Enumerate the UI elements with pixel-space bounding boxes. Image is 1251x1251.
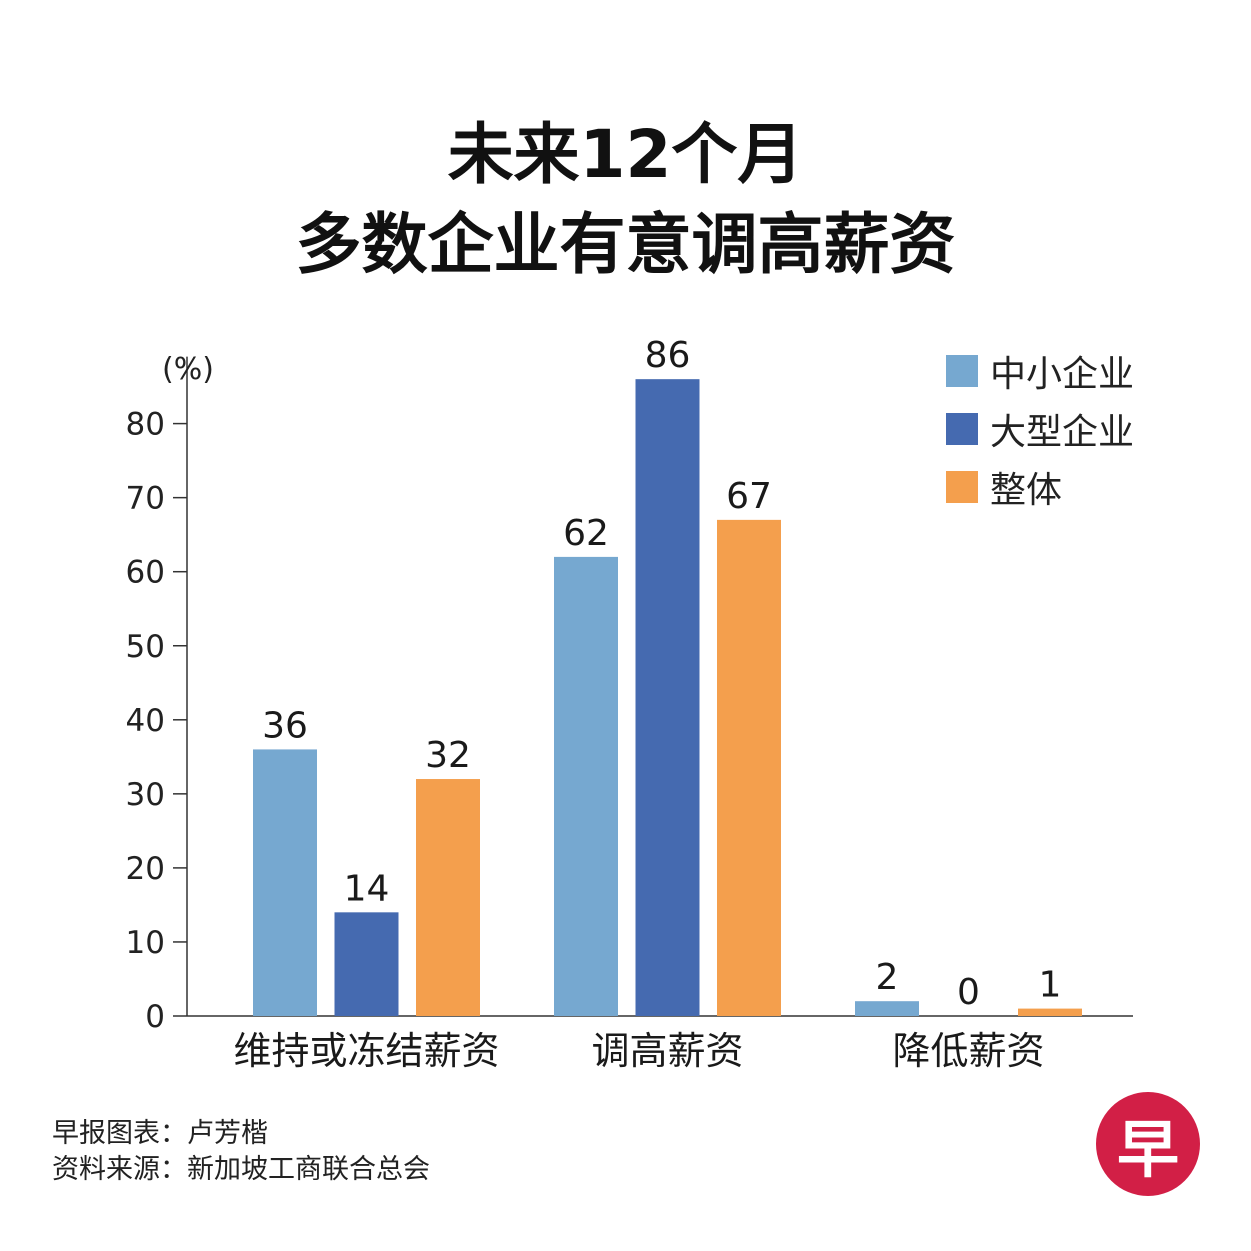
chart-credit: 早报图表：卢芳楷: [52, 1118, 268, 1149]
legend-swatch-overall: [946, 471, 978, 503]
legend-item-large: 大型企业: [946, 400, 1134, 458]
bar: [855, 1001, 919, 1016]
logo-glyph: 早: [1116, 1113, 1179, 1186]
bar-value-label: 14: [344, 868, 390, 909]
bar: [334, 912, 399, 1016]
y-tick-label: 80: [126, 407, 165, 443]
chart-title-line-1: 未来12个月: [447, 116, 804, 193]
bar-value-label: 0: [957, 972, 980, 1013]
y-tick-label: 60: [126, 555, 165, 591]
bar: [253, 749, 317, 1016]
y-tick-label: 20: [126, 851, 165, 887]
bar: [1018, 1008, 1082, 1016]
x-category-label: 维持或冻结薪资: [233, 1029, 499, 1073]
bar-value-label: 62: [563, 513, 609, 554]
bar-value-label: 36: [262, 705, 308, 746]
y-tick-label: 70: [126, 481, 165, 517]
y-unit-label: (%): [162, 352, 214, 387]
legend-label-large: 大型企业: [990, 412, 1135, 453]
x-category-label: 调高薪资: [591, 1029, 743, 1073]
y-tick-label: 50: [126, 629, 165, 665]
bar-value-label: 86: [645, 335, 691, 376]
legend-label-sme: 中小企业: [990, 354, 1135, 395]
bar: [717, 519, 781, 1016]
legend: 中小企业 大型企业 整体: [946, 342, 1134, 516]
source-credit: 资料来源：新加坡工商联合总会: [52, 1154, 430, 1185]
legend-label-overall: 整体: [990, 470, 1063, 511]
legend-swatch-large: [946, 413, 978, 445]
legend-swatch-sme: [946, 355, 978, 387]
bar-value-label: 32: [425, 735, 471, 776]
credits: 早报图表：卢芳楷 资料来源：新加坡工商联合总会: [52, 1116, 430, 1188]
bar: [416, 779, 480, 1016]
y-tick-label: 0: [145, 999, 165, 1035]
bar-value-label: 1: [1039, 965, 1062, 1006]
bar-value-label: 67: [726, 476, 772, 517]
bar: [554, 556, 618, 1016]
legend-item-sme: 中小企业: [946, 342, 1134, 400]
y-tick-label: 30: [126, 777, 165, 813]
legend-item-overall: 整体: [946, 458, 1134, 516]
x-category-label: 降低薪资: [892, 1029, 1044, 1073]
chart-title-line-2: 多数企业有意调高薪资: [295, 206, 956, 283]
bar-value-label: 2: [876, 957, 899, 998]
bar: [635, 379, 700, 1016]
y-tick-label: 40: [126, 703, 165, 739]
y-tick-label: 10: [126, 925, 165, 961]
zaobao-logo: 早: [1096, 1092, 1200, 1196]
